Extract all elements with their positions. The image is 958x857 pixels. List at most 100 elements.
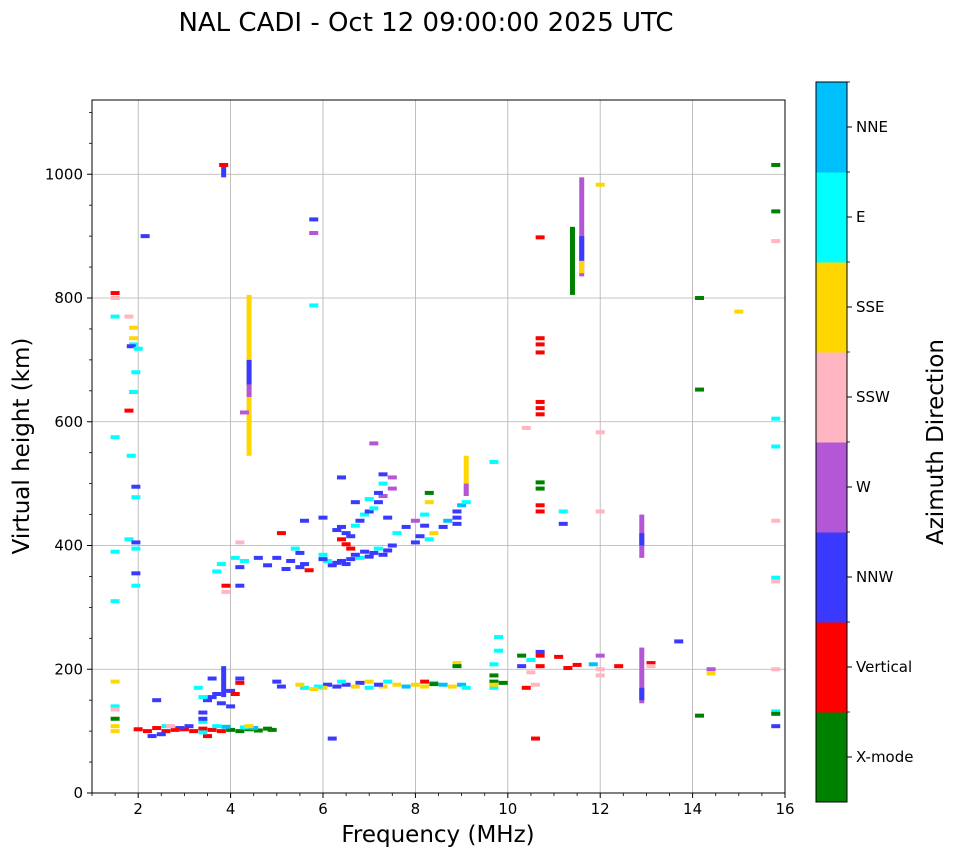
- echo-point: [332, 528, 342, 533]
- x-tick-label: 10: [498, 800, 517, 818]
- x-axis-label: Frequency (MHz): [341, 822, 534, 848]
- echo-point: [489, 673, 499, 678]
- data-marks: [110, 162, 781, 741]
- echo-point: [457, 503, 467, 508]
- echo-point: [221, 589, 231, 594]
- echo-point: [457, 682, 467, 687]
- echo-point: [336, 558, 346, 563]
- echo-point: [272, 679, 282, 684]
- echo-point: [253, 728, 263, 733]
- echo-point: [198, 716, 208, 721]
- colorbar-tick-label: X-mode: [856, 748, 913, 766]
- echo-point: [341, 682, 351, 687]
- echo-point: [360, 549, 370, 554]
- echo-point: [309, 687, 319, 692]
- echo-point: [133, 346, 143, 351]
- colorbar-tick-label: E: [856, 208, 865, 226]
- echo-point: [535, 503, 545, 508]
- echo-point: [131, 583, 141, 588]
- echo-point: [595, 667, 605, 672]
- colorbar: X-mode Vertical NNW W SSW SSE E NNE: [815, 81, 913, 803]
- echo-point: [387, 543, 397, 548]
- echo-trace: [221, 164, 227, 178]
- echo-point: [535, 649, 545, 654]
- echo-point: [244, 724, 254, 729]
- y-tick-label: 800: [54, 289, 83, 307]
- echo-point: [124, 408, 134, 413]
- echo-point: [230, 555, 240, 560]
- echo-point: [327, 563, 337, 568]
- y-tick-label: 1000: [45, 165, 83, 183]
- x-tick-label: 6: [318, 800, 328, 818]
- echo-point: [452, 661, 462, 666]
- echo-point: [110, 704, 120, 709]
- echo-point: [126, 344, 136, 349]
- echo-point: [695, 387, 705, 392]
- echo-point: [771, 162, 781, 167]
- echo-point: [346, 557, 356, 562]
- echo-point: [350, 500, 360, 505]
- chart-title: NAL CADI - Oct 12 09:00:00 2025 UTC: [178, 8, 673, 38]
- echo-point: [318, 515, 328, 520]
- echo-point: [364, 554, 374, 559]
- echo-point: [147, 734, 157, 739]
- echo-point: [110, 716, 120, 721]
- echo-point: [410, 518, 420, 523]
- echo-point: [203, 698, 212, 703]
- echo-point: [378, 472, 388, 477]
- colorbar-swatch: [816, 622, 847, 713]
- echo-trace: [569, 226, 575, 295]
- echo-point: [198, 719, 208, 724]
- echo-point: [212, 692, 222, 696]
- echo-point: [110, 549, 120, 554]
- echo-point: [179, 727, 189, 732]
- x-tick-label: 2: [133, 800, 143, 818]
- echo-point: [531, 736, 541, 741]
- echo-point: [378, 481, 388, 486]
- echo-point: [239, 558, 249, 563]
- echo-point: [327, 736, 337, 741]
- echo-trace: [579, 236, 585, 261]
- echo-point: [221, 724, 231, 729]
- echo-point: [424, 537, 434, 542]
- echo-point: [771, 239, 781, 244]
- echo-point: [535, 664, 545, 669]
- echo-trace: [246, 359, 252, 385]
- echo-point: [378, 494, 388, 498]
- echo-point: [295, 682, 305, 687]
- echo-point: [429, 531, 439, 536]
- echo-point: [235, 729, 245, 734]
- echo-point: [249, 726, 259, 731]
- echo-point: [110, 707, 120, 712]
- echo-trace: [221, 666, 227, 698]
- echo-point: [350, 552, 360, 557]
- echo-point: [323, 558, 333, 563]
- echo-point: [517, 653, 527, 658]
- echo-point: [447, 684, 457, 689]
- echo-point: [531, 682, 541, 687]
- echo-point: [219, 162, 229, 167]
- echo-point: [355, 518, 365, 523]
- echo-point: [424, 490, 434, 495]
- echo-point: [207, 676, 217, 681]
- echo-point: [674, 639, 684, 644]
- echo-point: [110, 296, 120, 300]
- echo-point: [281, 567, 291, 572]
- echo-point: [175, 726, 185, 731]
- echo-point: [226, 688, 236, 693]
- echo-point: [558, 521, 568, 526]
- echo-point: [295, 565, 305, 570]
- echo-point: [203, 734, 212, 739]
- echo-point: [595, 509, 605, 514]
- echo-point: [235, 540, 245, 545]
- colorbar-tick-label: NNE: [856, 118, 888, 136]
- echo-point: [771, 667, 781, 672]
- echo-point: [276, 684, 286, 689]
- echo-point: [526, 657, 536, 662]
- echo-point: [239, 410, 249, 415]
- echo-point: [535, 399, 545, 404]
- echo-point: [336, 475, 346, 480]
- echo-point: [614, 664, 624, 669]
- echo-point: [300, 518, 310, 523]
